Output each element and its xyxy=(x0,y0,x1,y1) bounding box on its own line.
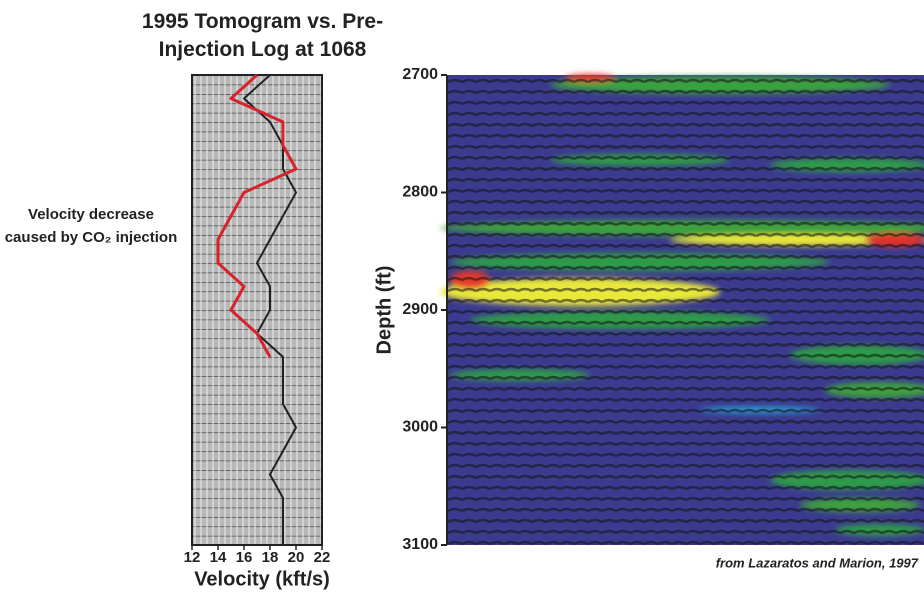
source-note: from Lazaratos and Marion, 1997 xyxy=(716,555,919,570)
annotation: Velocity decrease caused by CO₂ injectio… xyxy=(4,206,178,246)
x-tick-label: 22 xyxy=(314,549,331,566)
x-tick-label: 16 xyxy=(236,549,253,566)
y-tick-label: 2900 xyxy=(402,301,438,318)
chart-title: 1995 Tomogram vs. Pre-Injection Log at 1… xyxy=(141,10,384,61)
log-curve xyxy=(243,74,297,545)
x-tick-label: 18 xyxy=(262,549,279,566)
x-tick-label: 14 xyxy=(210,549,227,566)
log-panel xyxy=(191,74,323,546)
y-tick-label: 3000 xyxy=(402,419,438,436)
y-axis-label: Depth (ft) xyxy=(373,266,395,355)
x-axis-label: Velocity (kft/s) xyxy=(194,568,330,590)
y-tick-label: 3100 xyxy=(402,536,438,553)
x-tick-label: 20 xyxy=(288,549,305,566)
y-tick-label: 2800 xyxy=(402,184,438,201)
x-tick-label: 12 xyxy=(184,549,201,566)
y-tick-label: 2700 xyxy=(402,66,438,83)
tomogram-image xyxy=(440,74,924,545)
log-curve xyxy=(216,73,298,358)
